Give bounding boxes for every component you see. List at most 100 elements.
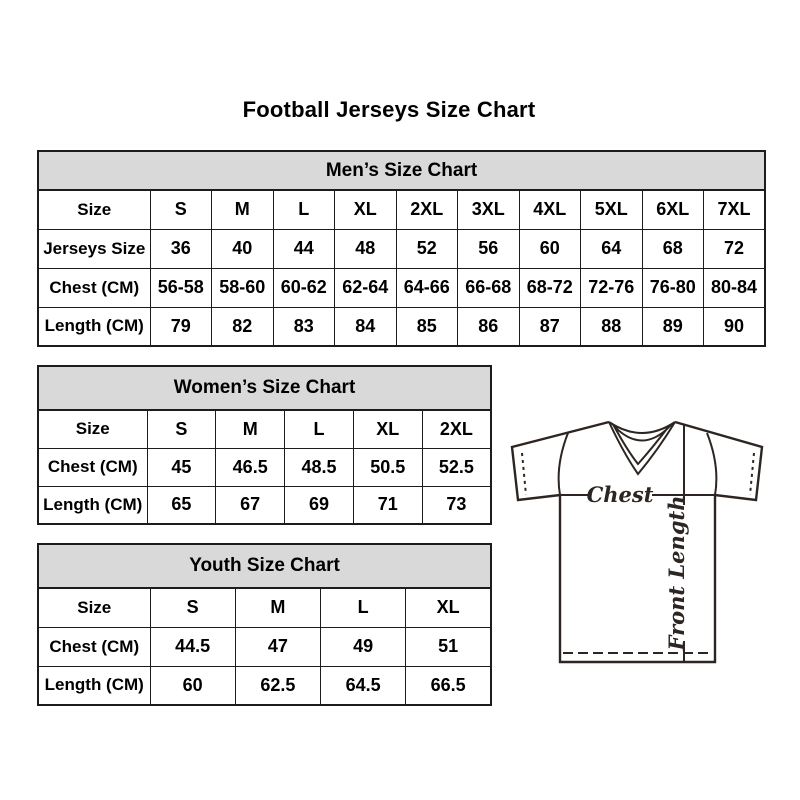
- table-row: Size S M L XL: [37, 587, 492, 628]
- size-cell: 2XL: [395, 189, 458, 230]
- size-cell: 82: [211, 306, 274, 347]
- size-cell: 71: [352, 485, 423, 525]
- size-cell: 85: [395, 306, 458, 347]
- size-cell: 88: [580, 306, 643, 347]
- row-label: Size: [37, 587, 151, 628]
- size-cell: 84: [334, 306, 397, 347]
- size-cell: 44.5: [149, 626, 236, 667]
- table-header-row: Youth Size Chart: [37, 543, 492, 589]
- size-cell: 4XL: [518, 189, 581, 230]
- youth-size-table: Youth Size Chart Size S M L XL Chest (CM) 44.5…: [37, 543, 492, 706]
- youth-table-title: Youth Size Chart: [37, 543, 492, 589]
- size-cell: 66-68: [457, 267, 520, 308]
- table-row: Length (CM) 65 67 69 71 73: [37, 485, 492, 525]
- size-cell: 44: [272, 228, 335, 269]
- size-cell: 64-66: [395, 267, 458, 308]
- size-cell: 48.5: [284, 447, 354, 487]
- size-cell: 64.5: [319, 665, 407, 706]
- size-cell: 90: [703, 306, 766, 347]
- row-label: Chest (CM): [37, 267, 151, 308]
- mens-table-title: Men’s Size Chart: [37, 150, 766, 191]
- size-cell: 69: [284, 485, 354, 525]
- table-row: Length (CM) 60 62.5 64.5 66.5: [37, 665, 492, 706]
- jersey-collar-icon: [608, 421, 676, 476]
- size-cell: M: [211, 189, 274, 230]
- size-cell: 6XL: [641, 189, 704, 230]
- size-cell: 62.5: [234, 665, 322, 706]
- size-cell: L: [319, 587, 407, 628]
- size-cell: 60: [149, 665, 236, 706]
- size-cell: XL: [352, 409, 423, 449]
- size-cell: 7XL: [703, 189, 766, 230]
- chest-label: Chest: [587, 482, 654, 507]
- row-label: Length (CM): [37, 665, 151, 706]
- jersey-armhole-seams-icon: [557, 432, 718, 496]
- table-row: Chest (CM) 56-58 58-60 60-62 62-64 64-66 66-68…: [37, 267, 766, 308]
- size-cell: 5XL: [580, 189, 643, 230]
- size-cell: S: [149, 189, 212, 230]
- size-cell: 68-72: [518, 267, 581, 308]
- size-cell: 62-64: [334, 267, 397, 308]
- size-cell: 86: [457, 306, 520, 347]
- size-cell: 87: [518, 306, 581, 347]
- size-cell: 60: [518, 228, 581, 269]
- size-cell: 66.5: [405, 665, 492, 706]
- womens-table-title: Women’s Size Chart: [37, 365, 492, 411]
- size-cell: 51: [405, 626, 492, 667]
- size-cell: 76-80: [641, 267, 704, 308]
- size-cell: 64: [580, 228, 643, 269]
- row-label: Length (CM): [37, 485, 148, 525]
- size-cell: 50.5: [352, 447, 423, 487]
- size-cell: S: [146, 409, 217, 449]
- size-cell: 56-58: [149, 267, 212, 308]
- table-header-row: Men’s Size Chart: [37, 150, 766, 191]
- size-cell: XL: [334, 189, 397, 230]
- size-cell: 79: [149, 306, 212, 347]
- table-header-row: Women’s Size Chart: [37, 365, 492, 411]
- row-label: Size: [37, 409, 148, 449]
- size-cell: M: [234, 587, 322, 628]
- size-cell: 56: [457, 228, 520, 269]
- size-cell: 47: [234, 626, 322, 667]
- table-row: Size S M L XL 2XL 3XL 4XL 5XL 6XL 7XL: [37, 189, 766, 230]
- row-label: Length (CM): [37, 306, 151, 347]
- size-cell: 73: [421, 485, 492, 525]
- mens-table-body: Size S M L XL 2XL 3XL 4XL 5XL 6XL 7XL Jerseys Size 3…: [37, 189, 766, 347]
- youth-table-body: Size S M L XL Chest (CM) 44.5 47 49 51 Length (CM)…: [37, 587, 492, 706]
- womens-size-table: Women’s Size Chart Size S M L XL 2XL Chest (CM…: [37, 365, 492, 525]
- size-cell: 52: [395, 228, 458, 269]
- table-row: Length (CM) 79 82 83 84 85 86 87 88 89 90: [37, 306, 766, 347]
- size-cell: 58-60: [211, 267, 274, 308]
- size-cell: 49: [319, 626, 407, 667]
- size-cell: 65: [146, 485, 217, 525]
- table-row: Size S M L XL 2XL: [37, 409, 492, 449]
- size-cell: L: [272, 189, 335, 230]
- size-cell: 3XL: [457, 189, 520, 230]
- size-cell: 52.5: [421, 447, 492, 487]
- table-row: Jerseys Size 36 40 44 48 52 56 60 64 68 72: [37, 228, 766, 269]
- size-cell: XL: [405, 587, 492, 628]
- row-label: Chest (CM): [37, 447, 148, 487]
- size-cell: 72-76: [580, 267, 643, 308]
- size-cell: 89: [641, 306, 704, 347]
- size-cell: 40: [211, 228, 274, 269]
- size-cell: 80-84: [703, 267, 766, 308]
- jersey-outline-icon: [510, 420, 764, 664]
- womens-table-body: Size S M L XL 2XL Chest (CM) 45 46.5 48.5 50.5 52.5…: [37, 409, 492, 525]
- size-cell: L: [284, 409, 354, 449]
- row-label: Chest (CM): [37, 626, 151, 667]
- size-cell: 46.5: [215, 447, 286, 487]
- sleeve-stitch-dashes-icon: [521, 452, 755, 496]
- size-cell: M: [215, 409, 286, 449]
- size-cell: 60-62: [272, 267, 335, 308]
- size-cell: 83: [272, 306, 335, 347]
- front-length-label: Front Length: [664, 496, 689, 652]
- size-cell: 2XL: [421, 409, 492, 449]
- table-row: Chest (CM) 45 46.5 48.5 50.5 52.5: [37, 447, 492, 487]
- size-cell: 67: [215, 485, 286, 525]
- row-label: Jerseys Size: [37, 228, 151, 269]
- mens-size-table: Men’s Size Chart Size S M L XL 2XL 3XL 4XL 5XL 6X…: [37, 150, 766, 347]
- row-label: Size: [37, 189, 151, 230]
- jersey-measurement-illustration: Chest Front Length: [510, 420, 764, 664]
- page-title: Football Jerseys Size Chart: [242, 97, 536, 122]
